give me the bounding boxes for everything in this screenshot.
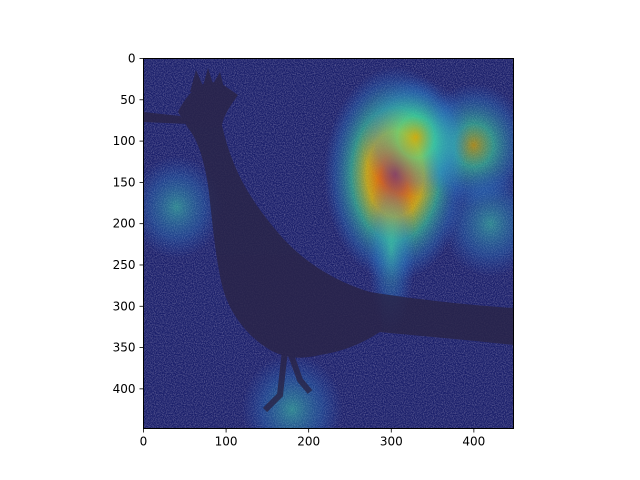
hotspot-5 (441, 170, 514, 277)
y-tick-label: 400 (113, 382, 136, 396)
x-tick-label: 400 (462, 435, 485, 449)
x-tick-label: 200 (297, 435, 320, 449)
y-axis: 0 50 100 150 200 250 300 350 400 (113, 52, 144, 396)
y-tick-label: 100 (113, 134, 136, 148)
y-tick-label: 350 (113, 341, 136, 355)
hotspot-column (367, 163, 416, 334)
x-tick-label: 0 (140, 435, 148, 449)
bird-crest (190, 68, 224, 92)
y-tick-label: 200 (113, 217, 136, 231)
x-axis: 0 100 200 300 400 (140, 428, 485, 449)
y-tick-label: 150 (113, 175, 136, 189)
hotspot-6 (241, 354, 343, 429)
bird-legs (262, 349, 313, 413)
plot-area (143, 58, 514, 429)
bird-silhouette (143, 68, 513, 413)
hotspot-layer (143, 66, 514, 429)
x-tick-label: 100 (215, 435, 238, 449)
bird-body (178, 82, 513, 358)
x-tick-label: 300 (380, 435, 403, 449)
hotspot-4 (143, 156, 223, 259)
y-tick-label: 0 (128, 52, 136, 66)
y-tick-label: 300 (113, 299, 136, 313)
y-tick-label: 50 (120, 93, 135, 107)
bird-beak (143, 112, 188, 124)
y-tick-label: 250 (113, 258, 136, 272)
plot-frame (143, 58, 514, 429)
